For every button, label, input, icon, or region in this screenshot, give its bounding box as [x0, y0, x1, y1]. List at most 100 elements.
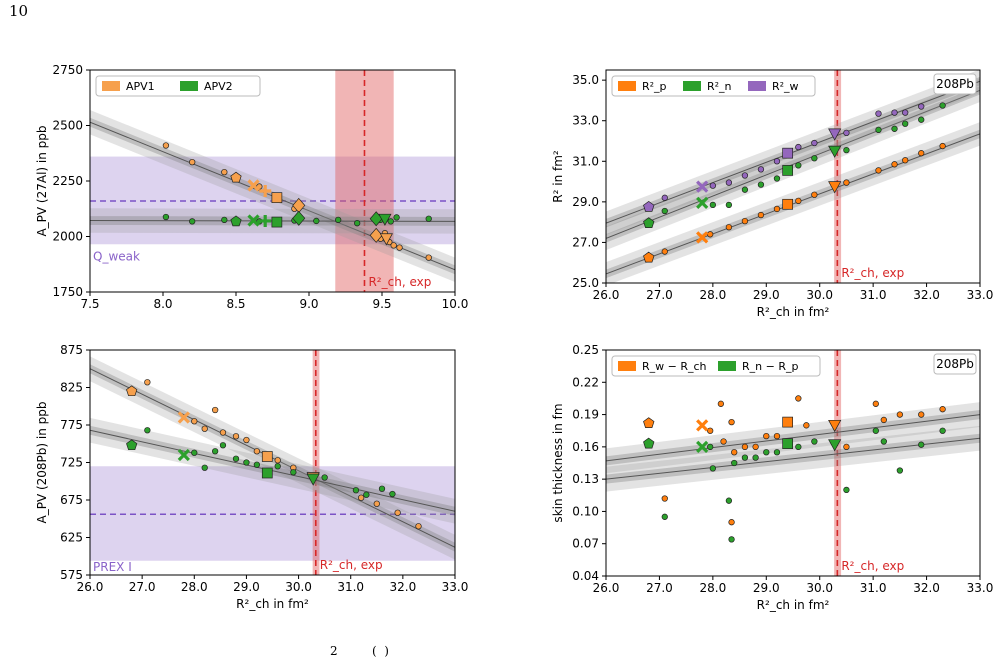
data-point	[757, 166, 765, 173]
y-tick-label: 29.0	[572, 195, 599, 209]
data-point	[741, 186, 749, 193]
data-point	[725, 179, 733, 186]
x-tick-label: 27.0	[129, 580, 156, 594]
x-tick-label: 27.0	[646, 288, 673, 302]
x-tick-label: 10.0	[442, 297, 469, 311]
series-1	[661, 142, 946, 255]
data-point	[725, 497, 733, 504]
x-tick-label: 8.0	[153, 297, 172, 311]
data-point	[795, 162, 802, 169]
x-tick-label: 33.0	[442, 580, 469, 594]
data-point	[741, 172, 749, 179]
data-point	[425, 254, 432, 261]
x-tick-label: 30.0	[285, 580, 312, 594]
y-tick-label: 2000	[52, 230, 83, 244]
data-point	[875, 167, 882, 174]
data-point	[763, 449, 770, 456]
x-tick-label: 28.0	[699, 288, 726, 302]
y-tick-label: 625	[60, 531, 83, 545]
data-point	[354, 220, 361, 227]
y-tick-label: 2750	[52, 63, 83, 77]
model-point-square	[782, 165, 794, 176]
data-point	[939, 427, 946, 434]
x-tick-label: 9.5	[372, 297, 391, 311]
model-point-triangle-down	[379, 233, 393, 246]
legend-label: R²_w	[772, 80, 799, 93]
data-point	[313, 217, 320, 225]
data-point	[880, 438, 887, 445]
plot-frame	[605, 349, 981, 577]
data-point	[221, 168, 228, 176]
model-point-plus	[259, 184, 272, 197]
data-point	[773, 175, 781, 182]
data-point	[425, 215, 432, 222]
legend-swatch	[618, 81, 636, 91]
model-point-square	[271, 192, 283, 203]
data-point	[373, 500, 380, 507]
y-axis-label: R² in fm²	[551, 150, 565, 203]
series-2-models	[126, 439, 320, 486]
data-point	[891, 161, 898, 168]
band-label: Q_weak	[93, 249, 140, 263]
fit-line	[606, 414, 980, 462]
fit-line	[606, 89, 980, 239]
data-point	[902, 157, 909, 164]
data-point	[795, 197, 802, 204]
data-point	[811, 438, 818, 445]
data-point	[191, 449, 198, 456]
model-point-x	[696, 180, 709, 193]
y-tick-label: 775	[60, 418, 83, 432]
data-point	[896, 467, 904, 474]
y-tick-label: 0.13	[572, 472, 599, 486]
x-tick-label: 28.0	[699, 581, 726, 595]
series-1	[661, 395, 946, 526]
y-tick-label: 0.04	[572, 569, 599, 583]
data-point	[843, 443, 850, 451]
plot-area	[606, 350, 980, 576]
data-point	[773, 449, 781, 456]
data-point	[162, 142, 170, 149]
model-point-x	[696, 196, 709, 210]
data-point	[902, 109, 909, 116]
data-point	[709, 465, 717, 472]
legend-swatch	[683, 81, 701, 91]
legend: R_w − R_ch R_n − R_p	[611, 355, 821, 377]
data-point	[389, 490, 396, 498]
y-axis-label: A_PV (208Pb) in ppb	[35, 401, 49, 523]
data-point	[274, 457, 281, 464]
series-3-models	[643, 128, 842, 212]
exp-radius-label: R²_ch, exp	[368, 275, 431, 289]
data-point	[918, 116, 925, 123]
chart-panel-3: 26.0 27.0 28.0 29.0 30.0 31.0 32.0 33.0 575 625 67…	[35, 343, 468, 611]
model-point-square	[261, 467, 273, 479]
model-point-square	[782, 198, 794, 210]
series-1	[144, 379, 422, 530]
band-label: PREX I	[93, 560, 132, 574]
data-point	[725, 201, 733, 209]
data-point	[773, 432, 781, 440]
legend-label: R_n − R_p	[742, 360, 798, 373]
model-point-pentagon	[126, 439, 138, 451]
y-tick-label: 1750	[52, 285, 83, 299]
model-point-x	[177, 448, 190, 462]
x-tick-label: 9.0	[299, 297, 318, 311]
data-point	[939, 102, 946, 109]
data-point	[396, 244, 403, 251]
data-point	[773, 205, 781, 213]
data-point	[717, 400, 725, 407]
data-point	[731, 459, 738, 467]
series-1	[162, 142, 432, 261]
data-point	[918, 150, 925, 157]
data-point	[352, 487, 360, 494]
model-point-x	[696, 440, 709, 453]
model-point-triangle-down	[828, 439, 842, 452]
data-point	[243, 459, 250, 466]
model-point-pentagon	[643, 417, 655, 428]
data-point	[752, 454, 759, 461]
data-point	[274, 463, 281, 470]
data-point	[741, 454, 749, 461]
x-tick-label: 32.0	[389, 580, 416, 594]
data-point	[902, 120, 909, 127]
data-point	[144, 379, 151, 386]
